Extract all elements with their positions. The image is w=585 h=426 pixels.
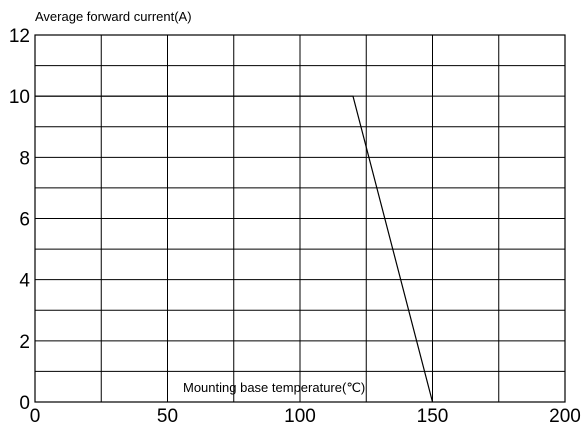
y-tick-label: 8 <box>19 148 30 169</box>
x-tick-label: 150 <box>417 406 449 426</box>
x-tick-label: 100 <box>284 406 316 426</box>
x-axis-title: Mounting base temperature(℃) <box>183 380 365 395</box>
y-tick-label: 12 <box>9 26 30 47</box>
plot-frame <box>34 34 566 403</box>
y-tick-label: 10 <box>9 87 30 108</box>
y-axis-title: Average forward current(A) <box>35 9 192 24</box>
y-tick-label: 2 <box>19 332 30 353</box>
y-tick-label: 4 <box>19 271 30 292</box>
x-tick-label: 200 <box>549 406 581 426</box>
grid-lines <box>35 35 565 402</box>
tick-labels: 0 50 100 150 200 0 2 4 6 8 10 12 <box>9 26 581 426</box>
x-tick-label: 0 <box>30 406 41 426</box>
y-tick-label: 6 <box>19 210 30 231</box>
y-tick-label: 0 <box>19 393 30 414</box>
series-line <box>35 95 434 403</box>
x-tick-label: 50 <box>157 406 178 426</box>
